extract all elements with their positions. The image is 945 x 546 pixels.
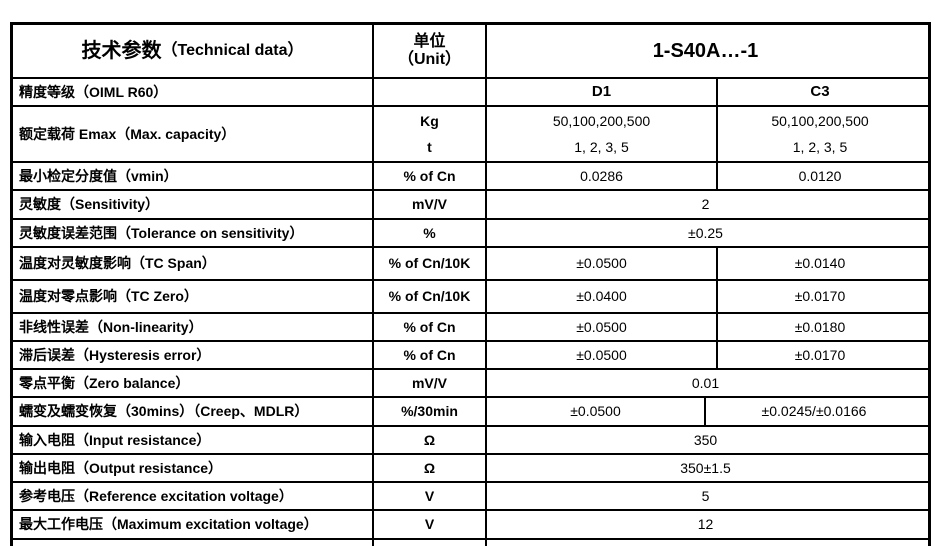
capacity-d1-kg: 50,100,200,500 bbox=[552, 113, 651, 129]
row-value-span: 2 bbox=[701, 196, 710, 213]
row-label: 蠕变及蠕变恢复（30mins）（Creep、MDLR） bbox=[13, 398, 374, 425]
row-label: 滞后误差（Hysteresis error） bbox=[13, 342, 374, 368]
row-value-d1: ±0.0500 bbox=[487, 398, 706, 425]
unit-header-cell: 单位 （Unit） bbox=[374, 25, 487, 77]
row-value-c3: 50,100,200,500 1, 2, 3, 5 bbox=[718, 107, 922, 161]
table-row-tolerance-sensitivity: 灵敏度误差范围（Tolerance on sensitivity） % ±0.2… bbox=[13, 220, 928, 248]
table-row-tc-zero: 温度对零点影响（TC Zero） % of Cn/10K ±0.0400 ±0.… bbox=[13, 281, 928, 314]
row-value-d1: 50,100,200,500 1, 2, 3, 5 bbox=[487, 107, 718, 161]
row-unit: Ω bbox=[374, 427, 487, 453]
table-row-zero-balance: 零点平衡（Zero balance） mV/V 0.01 bbox=[13, 370, 928, 398]
row-label: 零点平衡（Zero balance） bbox=[13, 370, 374, 396]
row-label: 非线性误差（Non-linearity） bbox=[13, 314, 374, 340]
row-unit: Ω bbox=[374, 455, 487, 481]
row-label: 输出电阻（Output resistance） bbox=[13, 455, 374, 481]
table-header-row: 技术参数 （Technical data） 单位 （Unit） 1-S40A…-1 bbox=[13, 25, 928, 79]
row-unit: % of Cn bbox=[374, 342, 487, 368]
table-row-max-capacity: 额定载荷 Emax（Max. capacity） Kg t 50,100,200… bbox=[13, 107, 928, 163]
row-label: 最大工作电压（Maximum excitation voltage） bbox=[13, 511, 374, 538]
row-label: 温度对零点影响（TC Zero） bbox=[13, 281, 374, 312]
row-label: 灵敏度（Sensitivity） bbox=[13, 191, 374, 218]
row-label: 最小检定分度值（vmin） bbox=[13, 163, 374, 189]
row-label: 输入电阻（Input resistance） bbox=[13, 427, 374, 453]
col-header-c3: C3 bbox=[810, 83, 830, 101]
row-unit: mV/V bbox=[374, 191, 487, 218]
partial-cell-label bbox=[13, 540, 374, 546]
row-label: 额定载荷 Emax（Max. capacity） bbox=[13, 107, 374, 161]
partial-row bbox=[13, 540, 928, 546]
row-value-c3: ±0.0180 bbox=[794, 318, 846, 335]
table-row-output-resistance: 输出电阻（Output resistance） Ω 350±1.5 bbox=[13, 455, 928, 483]
param-header-en: （Technical data） bbox=[161, 41, 304, 59]
row-value-d1: ±0.0500 bbox=[487, 248, 718, 279]
row-value-c3: 0.0120 bbox=[798, 167, 842, 184]
row-value-d1: ±0.0500 bbox=[487, 342, 718, 368]
row-unit: % of Cn/10K bbox=[374, 248, 487, 279]
row-unit: % of Cn/10K bbox=[374, 281, 487, 312]
row-value-c3: ±0.0170 bbox=[794, 346, 846, 363]
table-row-vmin: 最小检定分度值（vmin） % of Cn 0.0286 0.0120 bbox=[13, 163, 928, 191]
row-unit: % bbox=[374, 220, 487, 246]
row-unit: Kg t bbox=[374, 107, 487, 161]
row-value-d1: ±0.0500 bbox=[487, 314, 718, 340]
row-value-span: 5 bbox=[701, 487, 710, 504]
row-unit: V bbox=[374, 483, 487, 509]
row-value-c3: ±0.0140 bbox=[794, 255, 846, 272]
partial-cell-value bbox=[487, 540, 924, 546]
table-row-tc-span: 温度对灵敏度影响（TC Span） % of Cn/10K ±0.0500 ±0… bbox=[13, 248, 928, 281]
unit-header-line1: 单位 bbox=[413, 32, 446, 50]
row-value-span: 12 bbox=[697, 516, 714, 533]
row-value-c3: ±0.0245/±0.0166 bbox=[761, 403, 867, 420]
row-label: 温度对灵敏度影响（TC Span） bbox=[13, 248, 374, 279]
table-row-sensitivity: 灵敏度（Sensitivity） mV/V 2 bbox=[13, 191, 928, 220]
row-value-c3: ±0.0170 bbox=[794, 288, 846, 305]
row-value-span: 0.01 bbox=[691, 374, 720, 391]
table-row-creep: 蠕变及蠕变恢复（30mins）（Creep、MDLR） %/30min ±0.0… bbox=[13, 398, 928, 427]
model-header-cell: 1-S40A…-1 bbox=[652, 39, 759, 62]
row-unit: % of Cn bbox=[374, 314, 487, 340]
row-label: 灵敏度误差范围（Tolerance on sensitivity） bbox=[13, 220, 374, 246]
capacity-c3-kg: 50,100,200,500 bbox=[771, 113, 869, 129]
row-value-span: ±0.25 bbox=[688, 224, 723, 241]
unit-t: t bbox=[427, 139, 432, 155]
table-row-max-voltage: 最大工作电压（Maximum excitation voltage） V 12 bbox=[13, 511, 928, 540]
col-header-d1: D1 bbox=[487, 79, 718, 105]
row-value-span: 350 bbox=[693, 431, 718, 448]
capacity-c3-t: 1, 2, 3, 5 bbox=[792, 139, 848, 155]
row-label: 参考电压（Reference excitation voltage） bbox=[13, 483, 374, 509]
row-unit: mV/V bbox=[374, 370, 487, 396]
row-value-span: 350±1.5 bbox=[680, 459, 731, 476]
row-unit: %/30min bbox=[374, 398, 487, 425]
row-value-d1: 0.0286 bbox=[487, 163, 718, 189]
technical-data-table: 技术参数 （Technical data） 单位 （Unit） 1-S40A…-1… bbox=[10, 22, 931, 546]
unit-header-line2: （Unit） bbox=[397, 51, 462, 68]
table-row-reference-voltage: 参考电压（Reference excitation voltage） V 5 bbox=[13, 483, 928, 511]
table-row-input-resistance: 输入电阻（Input resistance） Ω 350 bbox=[13, 427, 928, 455]
row-value-d1: ±0.0400 bbox=[487, 281, 718, 312]
param-header-cell: 技术参数 （Technical data） bbox=[13, 25, 374, 77]
capacity-d1-t: 1, 2, 3, 5 bbox=[574, 139, 629, 155]
param-header-cn: 技术参数 bbox=[81, 39, 162, 62]
row-unit bbox=[374, 79, 487, 105]
table-row-hysteresis: 滞后误差（Hysteresis error） % of Cn ±0.0500 ±… bbox=[13, 342, 928, 370]
partial-cell-unit bbox=[374, 540, 487, 546]
row-label: 精度等级（OIML R60） bbox=[13, 79, 374, 105]
table-row-accuracy-class: 精度等级（OIML R60） D1 C3 bbox=[13, 79, 928, 107]
row-unit: % of Cn bbox=[374, 163, 487, 189]
unit-kg: Kg bbox=[420, 113, 439, 129]
row-unit: V bbox=[374, 511, 487, 538]
table-row-non-linearity: 非线性误差（Non-linearity） % of Cn ±0.0500 ±0.… bbox=[13, 314, 928, 342]
